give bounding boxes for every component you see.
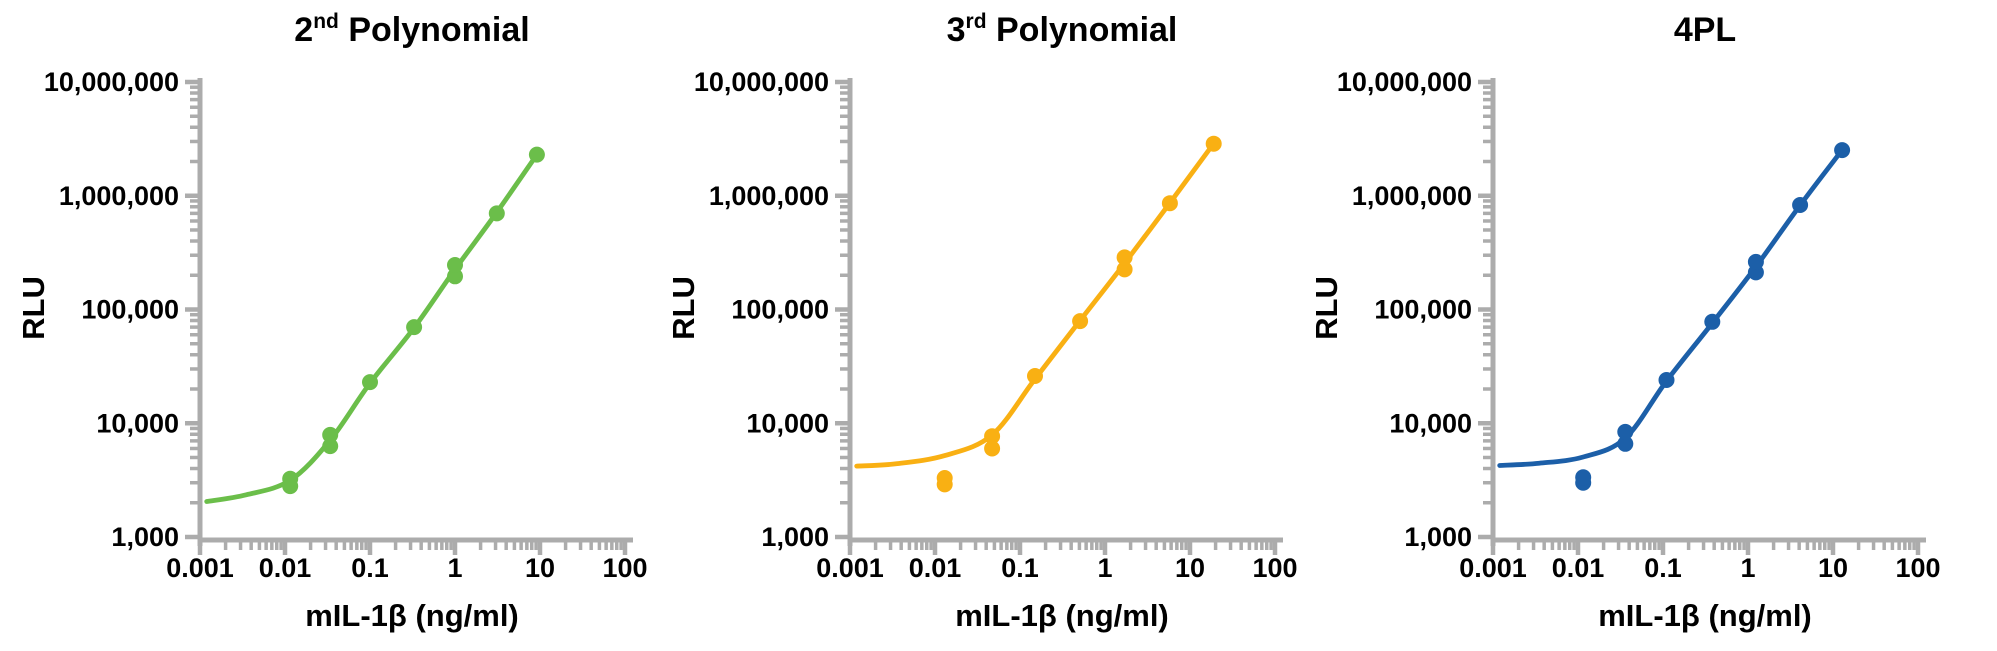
fit-curve [1497,147,1845,468]
title-text-rest: Polynomial [338,11,530,49]
data-point [488,205,505,222]
data-point [447,268,463,285]
y-tick-label: 1,000 [111,522,179,552]
data-point [322,426,339,443]
x-tick-label: 0.001 [166,553,234,583]
data-point [362,374,378,391]
x-tick-label: 10 [1818,553,1848,583]
x-axis-title: mIL-1β (ng/ml) [305,598,519,633]
y-tick-label: 10,000,000 [44,67,179,97]
data-point [1072,313,1089,330]
data-point [1027,368,1043,384]
data-point [1575,469,1592,486]
data-points [936,135,1222,493]
chart-group: 1,000 10,000 100,000 1,000,000 10,000,000 0.0… [1337,67,1941,583]
y-tick-label: 100,000 [1374,295,1472,325]
y-tick-label: 10,000 [1389,408,1472,438]
data-point [984,428,1001,445]
y-tick-label: 100,000 [81,295,179,325]
data-point [1792,197,1809,213]
data-point [1704,313,1721,330]
x-tick-label: 0.1 [1001,553,1039,583]
data-point [282,470,299,487]
x-tick-label: 1 [447,553,462,583]
chart-title-4pl: 4PL [1445,2,1965,50]
y-tick-label: 1,000,000 [709,181,829,211]
y-tick-label: 1,000,000 [59,181,179,211]
y-axis-title: RLU [666,276,701,340]
data-point [406,319,423,336]
x-tick-label: 0.1 [351,553,389,583]
y-axis-title: RLU [1309,276,1344,340]
data-points [1575,142,1851,491]
x-axis-title: mIL-1β (ng/ml) [955,598,1169,633]
y-axis-ticks: 1,000 10,000 100,000 1,000,000 10,000,000 [44,67,198,552]
x-tick-label: 100 [1252,553,1297,583]
y-axis-ticks: 1,000 10,000 100,000 1,000,000 10,000,000 [1337,67,1491,552]
x-tick-label: 0.001 [816,553,884,583]
title-text: 2 [294,11,314,49]
data-point [1658,372,1675,388]
chart-title-2nd-polynomial: 2nd Polynomial [152,2,672,50]
y-tick-label: 100,000 [731,295,829,325]
title-superscript: nd [313,10,339,33]
x-tick-label: 0.01 [1552,553,1605,583]
data-point [1617,435,1634,452]
x-tick-label: 1 [1097,553,1112,583]
data-point [322,438,339,455]
y-tick-label: 1,000 [761,522,829,552]
x-axis-ticks: 0.001 0.01 0.1 1 10 100 [166,542,648,583]
y-tick-label: 10,000,000 [694,67,829,97]
y-tick-label: 10,000 [746,408,829,438]
fit-curve [854,141,1217,469]
y-axis-ticks: 1,000 10,000 100,000 1,000,000 10,000,000 [694,67,848,552]
x-axis-ticks: 0.001 0.01 0.1 1 10 100 [816,542,1298,583]
x-tick-label: 1 [1740,553,1755,583]
x-tick-label: 0.01 [909,553,962,583]
data-point [1116,249,1133,266]
x-tick-label: 0.1 [1644,553,1682,583]
y-tick-label: 10,000,000 [1337,67,1472,97]
data-points [282,146,545,495]
title-text: 4PL [1673,11,1737,49]
fit-curve [204,152,540,504]
chart-title-3rd-polynomial: 3rd Polynomial [802,2,1322,50]
title-superscript: rd [965,10,987,33]
chart-group: 1,000 10,000 100,000 1,000,000 10,000,000 0.0… [44,67,648,583]
x-tick-label: 100 [602,553,647,583]
x-tick-label: 10 [1175,553,1205,583]
y-tick-label: 1,000,000 [1352,181,1472,211]
y-axis-title: RLU [16,276,51,340]
y-tick-label: 10,000 [96,408,179,438]
data-point [1205,135,1222,152]
x-tick-label: 100 [1895,553,1940,583]
x-axis-ticks: 0.001 0.01 0.1 1 10 100 [1459,542,1941,583]
x-tick-label: 10 [525,553,555,583]
title-text-rest: Polynomial [986,11,1178,49]
x-tick-label: 0.01 [259,553,312,583]
data-point [528,146,545,163]
y-tick-label: 1,000 [1404,522,1472,552]
data-point [1617,423,1634,440]
data-point [1161,195,1178,212]
x-axis-title: mIL-1β (ng/ml) [1598,598,1812,633]
data-point [1116,261,1133,278]
title-text: 3 [946,11,966,49]
chart-group: 1,000 10,000 100,000 1,000,000 10,000,000 0.0… [694,67,1298,583]
data-point [1834,142,1851,159]
data-point [447,257,463,273]
data-point [936,470,953,486]
data-point [984,440,1001,457]
data-point [1747,253,1764,270]
x-tick-label: 0.001 [1459,553,1527,583]
